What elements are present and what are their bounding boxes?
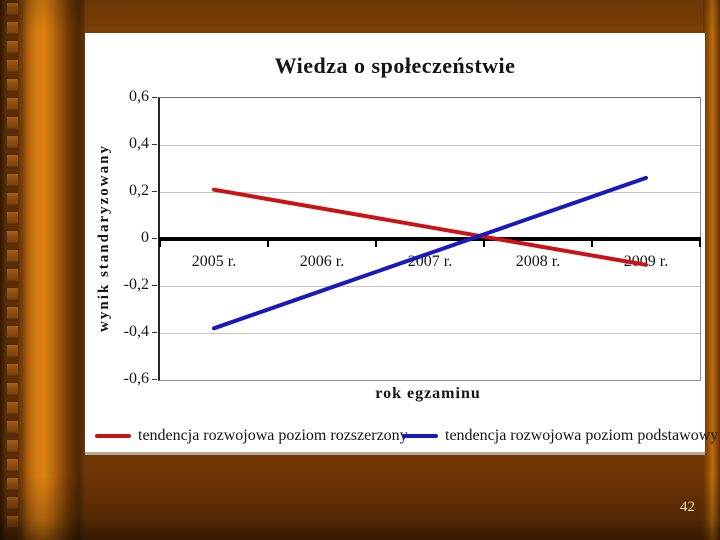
legend-item: tendencja rozwojowa poziom rozszerzony: [95, 427, 408, 445]
plot-area: 2005 r. 2006 r. 2007 r. 2008 r. 2009 r.: [158, 97, 701, 381]
y-tick-label: 0,2: [129, 182, 149, 199]
y-axis-tick: [152, 332, 157, 333]
chart-title: Wiedza o społeczeństwie: [274, 53, 516, 78]
y-tick-label: 0,6: [129, 88, 149, 105]
legend-line-swatch: [95, 434, 131, 438]
y-tick-label: -0,4: [123, 323, 149, 340]
x-axis-title: rok egzaminu: [375, 385, 481, 402]
chart-legend: tendencja rozwojowa poziom rozszerzony te…: [85, 427, 718, 449]
y-axis-tick: [152, 144, 157, 145]
y-axis-tick: [152, 97, 157, 98]
y-axis-tick: [152, 191, 157, 192]
y-tick-label: -0,6: [123, 370, 149, 387]
stitch-pattern: [7, 3, 18, 533]
legend-label: tendencja rozwojowa poziom rozszerzony: [138, 427, 408, 444]
y-axis-tick: [152, 379, 157, 380]
y-tick-label: 0: [141, 229, 149, 246]
legend-item: tendencja rozwojowa poziom podstawowy: [402, 427, 718, 445]
y-tick-label: -0,2: [123, 276, 149, 293]
legend-label: tendencja rozwojowa poziom podstawowy: [445, 427, 719, 444]
legend-line-swatch: [402, 434, 438, 438]
y-axis-tick: [152, 238, 157, 239]
page-number: 42: [680, 499, 695, 515]
y-axis-tick: [152, 285, 157, 286]
chart-panel: Wiedza o społeczeństwie wynik standaryzo…: [85, 33, 718, 455]
y-tick-label: 0,4: [129, 135, 149, 152]
left-border-bar: [0, 0, 85, 540]
right-border-bar: [703, 0, 720, 540]
